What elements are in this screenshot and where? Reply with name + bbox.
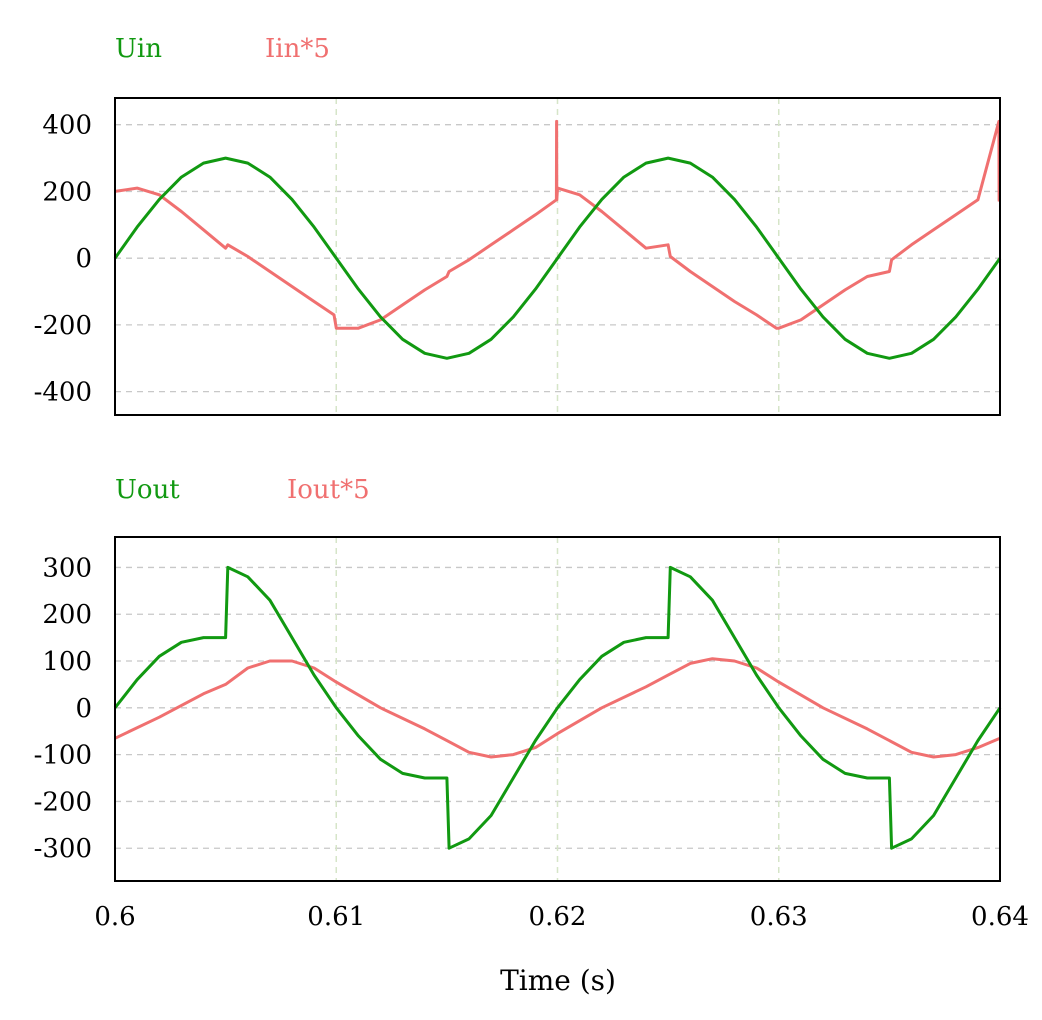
x-tick-label: 0.6 [94, 902, 135, 932]
x-tick-label: 0.61 [307, 902, 365, 932]
x-tick-label: 0.62 [529, 902, 587, 932]
legend-iout: Iout*5 [287, 475, 370, 505]
bottom-y-tick-label: 300 [42, 553, 92, 583]
legend-iin: Iin*5 [265, 34, 330, 64]
top-y-tick-label: 0 [75, 244, 92, 274]
top-y-tick-labels: 400 200 0 -200 -400 [34, 111, 92, 408]
x-tick-label: 0.64 [971, 902, 1029, 932]
x-tick-label: 0.63 [750, 902, 808, 932]
bottom-y-tick-label: 0 [75, 694, 92, 724]
bottom-y-tick-label: -100 [34, 741, 92, 771]
bottom-y-tick-label: -300 [34, 834, 92, 864]
series-line-uin [113, 156, 1002, 360]
top-y-tick-label: 200 [42, 177, 92, 207]
series-line-uout [113, 565, 1002, 850]
bottom-y-tick-label: 200 [42, 600, 92, 630]
x-axis-label: Time (s) [500, 964, 616, 997]
series-line-iin-5 [114, 119, 1001, 330]
top-y-tick-label: -200 [34, 311, 92, 341]
bottom-y-tick-label: 100 [42, 647, 92, 677]
legend-uout: Uout [115, 475, 180, 505]
bottom-x-tick-labels: 0.6 0.61 0.62 0.63 0.64 [94, 902, 1029, 932]
top-plot-frame [114, 97, 1001, 416]
top-y-tick-label: 400 [42, 111, 92, 141]
legend-uin: Uin [115, 34, 162, 64]
bottom-plot-frame [114, 536, 1001, 882]
bottom-series-lines [113, 565, 1002, 850]
bottom-y-tick-labels: 300 200 100 0 -100 -200 -300 [34, 553, 92, 864]
top-series-lines [113, 119, 1002, 360]
top-y-tick-label: -400 [34, 378, 92, 408]
bottom-y-tick-label: -200 [34, 787, 92, 817]
top-chart: Uin Iin*5 400 200 0 -200 -400 [34, 34, 1002, 416]
series-line-iout-5 [114, 657, 1001, 759]
